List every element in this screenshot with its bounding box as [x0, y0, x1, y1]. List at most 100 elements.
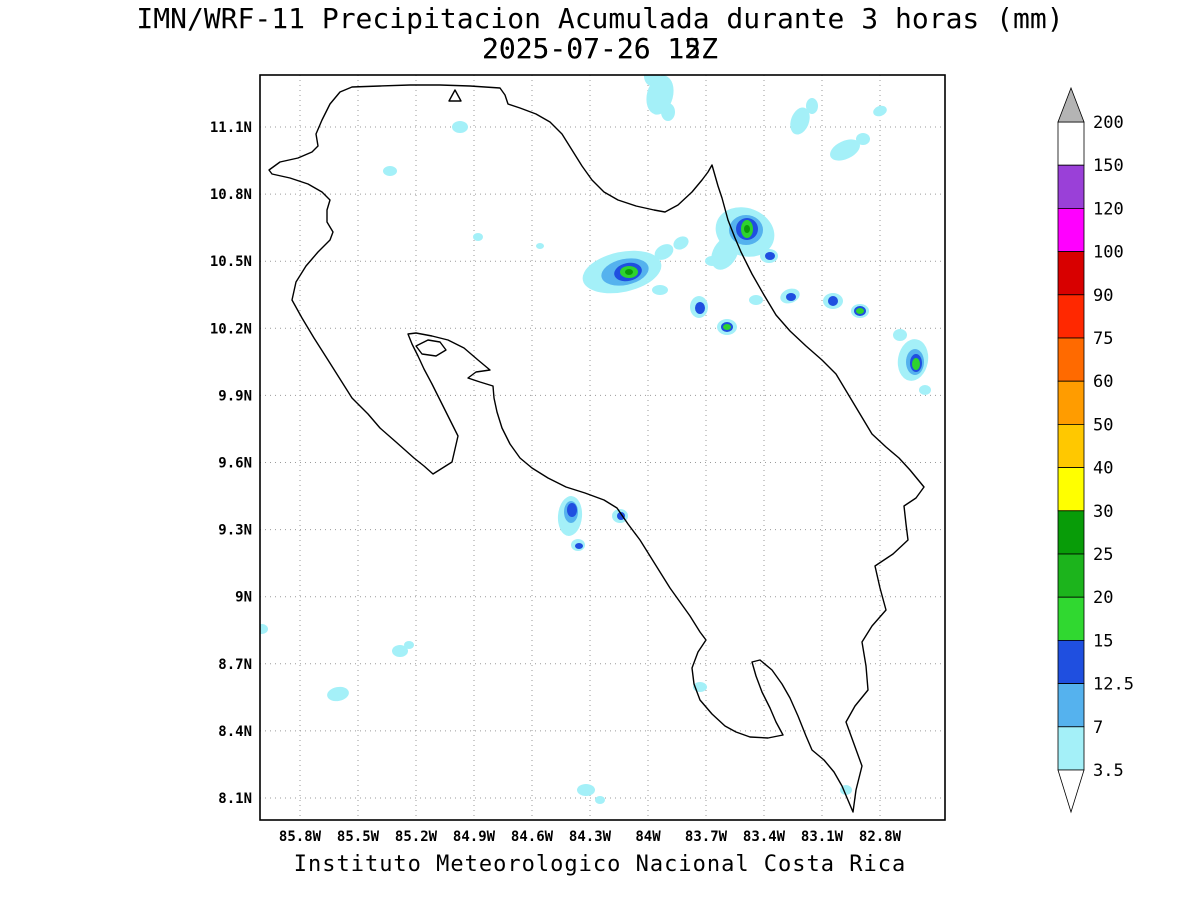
precip-cell: [392, 645, 408, 657]
precip-cell: [749, 295, 763, 305]
colorbar-level-label: 150: [1093, 156, 1124, 176]
precip-cell: [577, 784, 595, 796]
precip-cell: [567, 503, 577, 517]
lon-tick-label: 83.1W: [801, 829, 844, 845]
lon-tick-label: 83.4W: [743, 829, 786, 845]
colorbar-level-label: 20: [1093, 588, 1113, 608]
precip-cell: [893, 329, 907, 341]
colorbar-band: [1057, 510, 1085, 555]
colorbar-band: [1057, 683, 1085, 728]
precip-cell: [260, 624, 268, 634]
colorbar-level-label: 120: [1093, 199, 1124, 219]
lon-tick-label: 85.2W: [395, 829, 438, 845]
precip-cell: [790, 107, 810, 135]
precip-cell: [673, 236, 689, 250]
lat-tick-label: 8.1N: [218, 791, 252, 807]
lon-tick-label: 84W: [635, 829, 661, 845]
lon-tick-label: 85.8W: [279, 829, 322, 845]
lon-tick-label: 84.6W: [511, 829, 554, 845]
colorbar-level-label: 40: [1093, 459, 1113, 479]
colorbar-level-label: 75: [1093, 329, 1113, 349]
precip-cell: [617, 512, 625, 520]
precip-cell: [644, 75, 660, 86]
precip-cell: [919, 385, 931, 395]
precip-cell: [744, 225, 750, 233]
colorbar-band: [1057, 207, 1085, 252]
precip-cell: [806, 98, 818, 114]
colorbar-band: [1057, 380, 1085, 425]
colorbar-band: [1057, 423, 1085, 468]
chart-subtitle: 2025-07-26 12Z 2025-07-26 15Z: [0, 34, 1200, 64]
colorbar-level-label: 7: [1093, 718, 1103, 738]
colorbar-level-label: 100: [1093, 243, 1124, 263]
colorbar-level-label: 25: [1093, 545, 1113, 565]
costa-rica-outline: [268, 84, 925, 813]
subtitle-time-12z: 2025-07-26 12Z: [481, 32, 718, 65]
precip-cell: [912, 358, 920, 370]
lat-tick-label: 10.8N: [210, 187, 252, 203]
precip-cell: [695, 302, 705, 314]
colorbar-band: [1057, 121, 1085, 166]
precip-cell: [536, 243, 544, 249]
lon-tick-label: 84.9W: [453, 829, 496, 845]
coastline-layer: [268, 84, 925, 813]
colorbar-level-label: 30: [1093, 502, 1113, 522]
precip-cell: [856, 133, 870, 145]
precip-cell: [786, 293, 796, 301]
lat-tick-label: 9.3N: [218, 523, 252, 539]
precip-cell: [595, 796, 605, 804]
colorbar-band: [1057, 337, 1085, 382]
precip-cell: [575, 543, 583, 549]
precip-cell: [625, 269, 633, 275]
colorbar-level-label: 50: [1093, 415, 1113, 435]
lon-tick-label: 85.5W: [337, 829, 380, 845]
lat-tick-label: 9.9N: [218, 388, 252, 404]
precip-cell: [873, 105, 887, 117]
colorbar-band: [1057, 467, 1085, 512]
precip-cell: [705, 256, 719, 266]
colorbar-level-label: 15: [1093, 631, 1113, 651]
colorbar-band: [1057, 553, 1085, 598]
lat-tick-label: 10.2N: [210, 321, 252, 337]
precip-cell: [652, 285, 668, 295]
chart-title: IMN/WRF-11 Precipitacion Acumulada duran…: [136, 2, 1064, 35]
map-detail-path: [448, 89, 462, 102]
precip-cell: [828, 296, 838, 306]
precip-layer: [260, 75, 931, 804]
lon-tick-label: 82.8W: [859, 829, 902, 845]
lat-tick-label: 9N: [235, 590, 252, 606]
colorbar-band: [1057, 726, 1085, 771]
colorbar-level-label: 60: [1093, 372, 1113, 392]
map-detail-path: [415, 339, 447, 357]
lat-tick-label: 10.5N: [210, 254, 252, 270]
precip-cell: [661, 103, 675, 121]
colorbar-level-label: 12.5: [1093, 675, 1134, 695]
colorbar-arrow-bottom: [1057, 769, 1085, 814]
lon-tick-label: 84.3W: [569, 829, 612, 845]
colorbar-band: [1057, 164, 1085, 209]
precip-cell: [404, 641, 414, 649]
subtitle-time-15z: 2025-07-26 15Z: [481, 32, 718, 65]
colorbar-band: [1057, 294, 1085, 339]
colorbar-band: [1057, 596, 1085, 641]
colorbar: 200 150 120 100 90 75 60 50 40 30 25 20 15 12.5 7 3.5: [1057, 86, 1134, 814]
precip-cell: [327, 686, 349, 702]
lon-tick-label: 83.7W: [685, 829, 728, 845]
lat-tick-label: 8.7N: [218, 657, 252, 673]
footer-credit: Instituto Meteorologico Nacional Costa R…: [293, 852, 907, 877]
precip-cell: [654, 244, 674, 260]
lat-tick-label: 8.4N: [218, 724, 252, 740]
grid-layer: [260, 75, 945, 820]
precip-cell: [383, 166, 397, 176]
colorbar-band: [1057, 640, 1085, 685]
axis-labels: 11.1N 10.8N 10.5N 10.2N 9.9N 9.6N 9.3N 9N 8.7N 8.…: [210, 120, 902, 845]
colorbar-arrow-top: [1057, 86, 1085, 123]
colorbar-level-label: 200: [1093, 113, 1124, 133]
lat-tick-label: 11.1N: [210, 120, 252, 136]
precip-cell: [452, 121, 468, 133]
precip-cell: [473, 233, 483, 241]
precip-cell: [765, 252, 775, 260]
plot-border: [259, 74, 946, 821]
colorbar-level-label: 3.5: [1093, 761, 1124, 781]
